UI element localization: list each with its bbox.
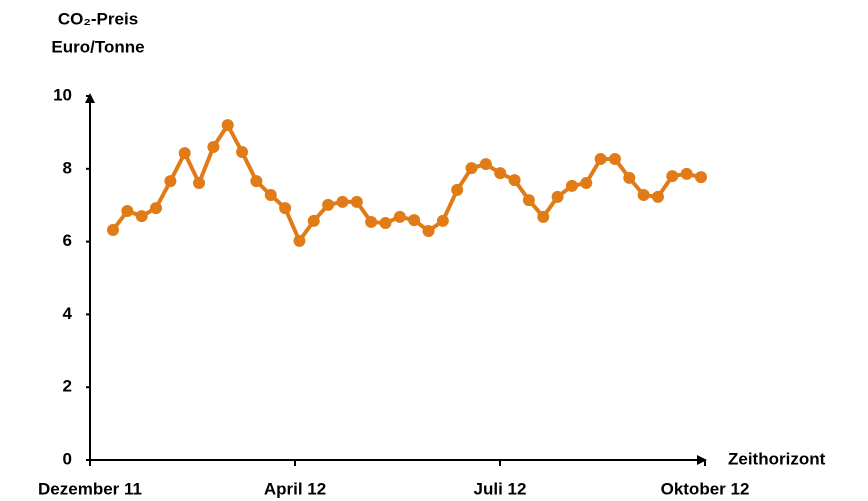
point [193, 176, 206, 189]
y-tick-label: 10 [53, 85, 72, 104]
point [608, 152, 621, 165]
point [465, 162, 478, 175]
point [207, 140, 220, 153]
point [451, 183, 464, 196]
y-tick-label: 4 [63, 304, 73, 323]
point [508, 174, 521, 187]
point [393, 210, 406, 223]
point [680, 167, 693, 180]
point [150, 202, 163, 215]
point [135, 210, 148, 223]
y-axis-label: Euro/Tonne [51, 37, 144, 56]
point [537, 210, 550, 223]
point [666, 170, 679, 183]
point [365, 215, 378, 228]
y-tick-label: 6 [63, 231, 72, 250]
point [336, 195, 349, 208]
x-tick-label: April 12 [264, 479, 326, 498]
point [121, 205, 134, 218]
point [422, 225, 435, 238]
point [178, 147, 191, 160]
point [408, 214, 421, 227]
point [651, 190, 664, 203]
x-tick-label: Oktober 12 [661, 479, 750, 498]
point [637, 189, 650, 202]
point [221, 119, 234, 132]
point [264, 189, 277, 202]
y-tick-label: 0 [63, 449, 72, 468]
point [594, 152, 607, 165]
point [522, 194, 535, 207]
point [565, 179, 578, 192]
y-tick-label: 8 [63, 158, 72, 177]
point [436, 214, 449, 227]
point [623, 171, 636, 184]
y-tick-label: 2 [63, 377, 72, 396]
point [580, 176, 593, 189]
point [322, 198, 335, 211]
point [250, 175, 263, 188]
point [350, 195, 363, 208]
point [479, 158, 492, 171]
point [164, 175, 177, 188]
y-axis-label: CO₂-Preis [58, 9, 138, 28]
point [236, 146, 249, 159]
point [379, 217, 392, 230]
point [494, 167, 507, 180]
point [695, 171, 707, 184]
point [551, 190, 564, 203]
point [293, 234, 306, 247]
point [279, 202, 292, 215]
x-axis-label: Zeithorizont [728, 449, 826, 468]
point [107, 223, 119, 236]
point [307, 214, 320, 227]
x-tick-label: Juli 12 [474, 479, 527, 498]
x-tick-label: Dezember 11 [38, 479, 142, 498]
